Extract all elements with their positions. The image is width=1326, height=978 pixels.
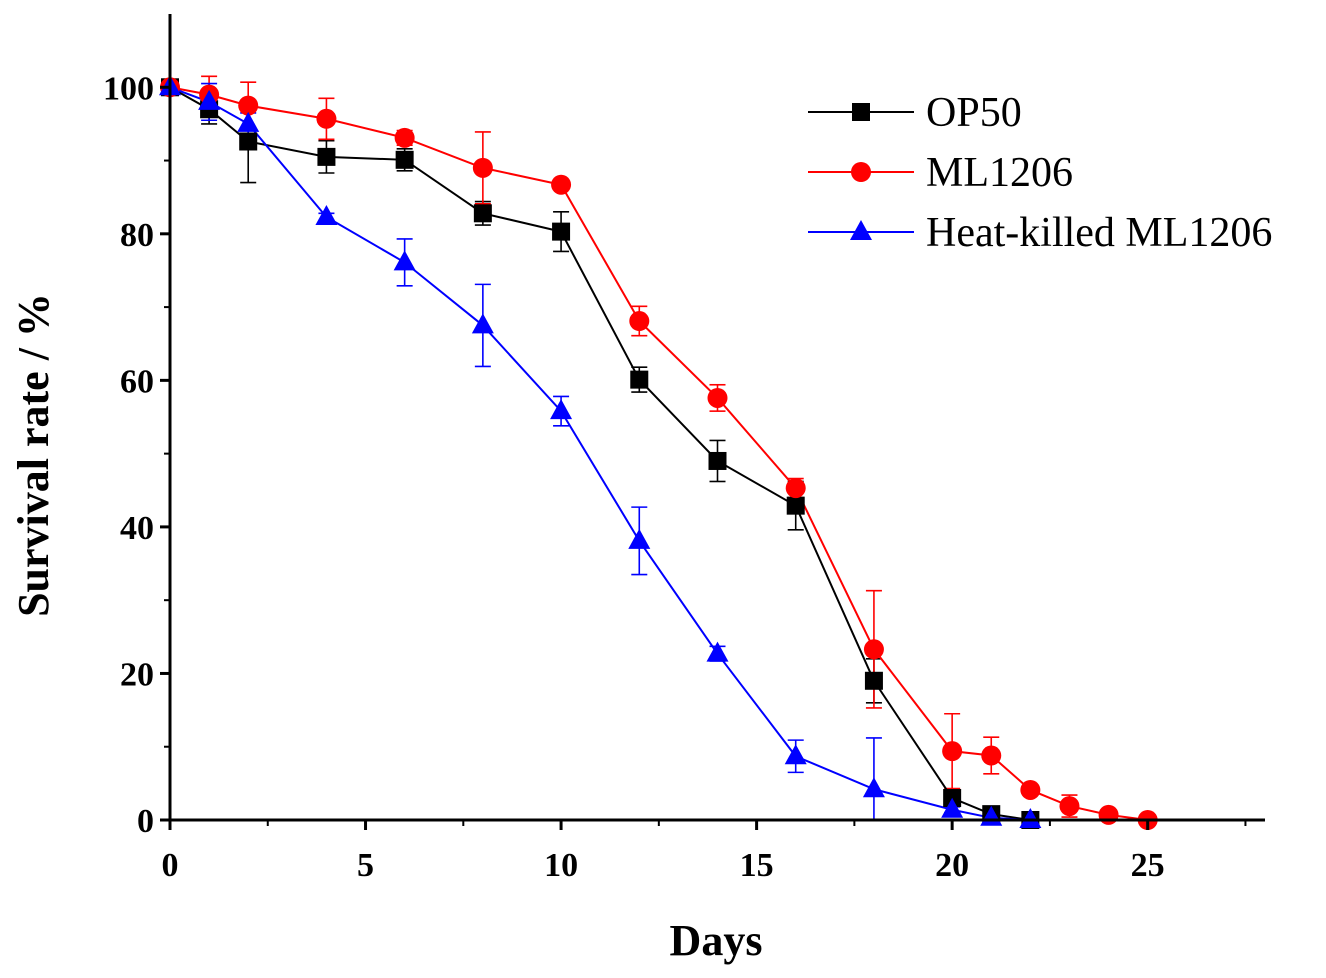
x-tick-label-5: 5 bbox=[357, 847, 374, 884]
point-heat-killed-ml1206 bbox=[706, 641, 729, 662]
point-heat-killed-ml1206 bbox=[315, 204, 338, 225]
point-op50 bbox=[864, 671, 883, 690]
point-ml1206 bbox=[1020, 779, 1041, 800]
series-line-op50 bbox=[169, 86, 1031, 821]
point-heat-killed-ml1206 bbox=[550, 399, 573, 420]
point-ml1206 bbox=[316, 108, 337, 129]
y-tick-label-100: 100 bbox=[103, 70, 154, 107]
y-tick-label-80: 80 bbox=[120, 217, 154, 254]
series-lines bbox=[169, 86, 1148, 821]
point-heat-killed-ml1206 bbox=[862, 777, 885, 798]
y-axis-title: Survival rate / % bbox=[9, 293, 58, 617]
point-ml1206 bbox=[238, 95, 259, 116]
axes: 0 5 10 15 20 25 0 20 40 60 80 100 bbox=[103, 14, 1265, 884]
point-ml1206 bbox=[551, 174, 572, 195]
point-ml1206 bbox=[629, 311, 650, 332]
x-tick-label-0: 0 bbox=[162, 847, 179, 884]
point-heat-killed-ml1206 bbox=[941, 797, 964, 818]
point-ml1206 bbox=[472, 157, 493, 178]
point-ml1206 bbox=[1059, 796, 1080, 817]
point-ml1206 bbox=[863, 639, 884, 660]
data-markers bbox=[159, 75, 1158, 830]
x-tick-label-25: 25 bbox=[1131, 847, 1165, 884]
point-heat-killed-ml1206 bbox=[628, 528, 651, 549]
point-heat-killed-ml1206 bbox=[198, 89, 221, 110]
point-heat-killed-ml1206 bbox=[784, 744, 807, 765]
point-ml1206 bbox=[1098, 804, 1119, 825]
x-axis-title: Days bbox=[670, 916, 763, 965]
legend-label-ml1206: ML1206 bbox=[926, 150, 1073, 196]
y-tick-label-0: 0 bbox=[137, 803, 154, 840]
legend: OP50 ML1206 Heat-killed ML1206 bbox=[808, 90, 1272, 256]
point-ml1206 bbox=[785, 478, 806, 499]
legend-marker-op50 bbox=[852, 103, 870, 121]
point-heat-killed-ml1206 bbox=[471, 313, 494, 334]
point-op50 bbox=[786, 496, 805, 515]
legend-marker-heat-killed-ml1206 bbox=[850, 220, 872, 240]
point-heat-killed-ml1206 bbox=[1019, 808, 1042, 828]
point-ml1206 bbox=[394, 127, 415, 148]
point-op50 bbox=[395, 150, 414, 169]
legend-marker-ml1206 bbox=[851, 162, 871, 182]
point-ml1206 bbox=[981, 745, 1002, 766]
y-tick-label-40: 40 bbox=[120, 510, 154, 547]
point-op50 bbox=[239, 132, 258, 151]
x-tick-label-20: 20 bbox=[935, 847, 969, 884]
legend-label-heat-killed-ml1206: Heat-killed ML1206 bbox=[926, 210, 1272, 256]
series-line-ml1206 bbox=[169, 86, 1148, 821]
point-ml1206 bbox=[707, 387, 728, 408]
point-ml1206 bbox=[942, 741, 963, 762]
point-op50 bbox=[317, 147, 336, 166]
legend-label-op50: OP50 bbox=[926, 90, 1022, 136]
series-line-heat-killed-ml1206 bbox=[169, 86, 1031, 821]
point-op50 bbox=[473, 204, 492, 223]
y-tick-label-20: 20 bbox=[120, 656, 154, 693]
point-heat-killed-ml1206 bbox=[393, 250, 416, 271]
point-op50 bbox=[708, 451, 727, 470]
y-tick-label-60: 60 bbox=[120, 363, 154, 400]
x-tick-label-10: 10 bbox=[544, 847, 578, 884]
point-op50 bbox=[630, 370, 649, 389]
point-heat-killed-ml1206 bbox=[237, 111, 260, 132]
point-op50 bbox=[552, 222, 571, 241]
x-tick-label-15: 15 bbox=[740, 847, 774, 884]
